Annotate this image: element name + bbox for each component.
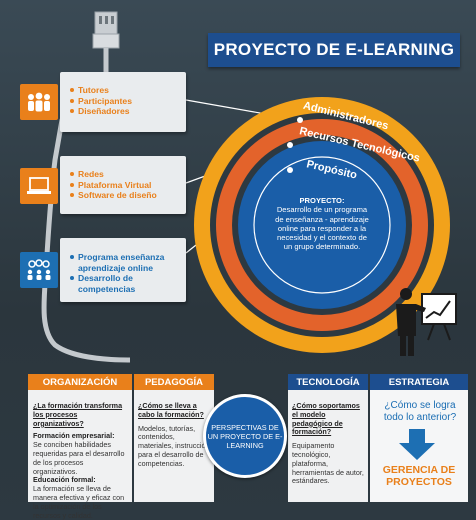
tab-estrategia: ESTRATEGIA <box>370 374 468 390</box>
card-item: Software de diseño <box>70 190 186 201</box>
card-item: Diseñadores <box>70 106 186 117</box>
page-title: PROYECTO DE E-LEARNING <box>208 33 460 67</box>
tecnologia-text: Equipamento tecnológico, plataforma, her… <box>292 441 364 486</box>
estrategia-answer: GERENCIA DE PROYECTOS <box>382 464 456 488</box>
ring-inner-line <box>253 156 391 294</box>
project-heading: PROYECTO: <box>299 196 345 205</box>
organizacion-h1: Formación empresarial: <box>33 431 115 441</box>
card-item: Tutores <box>70 85 186 96</box>
people-icon-box <box>20 84 58 120</box>
laptop-icon-box <box>20 168 58 204</box>
tecnologia-content: ¿Cómo soportamos el modelo pedagógico de… <box>292 401 364 486</box>
card-item: Participantes <box>70 96 186 107</box>
organizacion-t2: La formación se lleva de manera efectiva… <box>33 484 125 520</box>
estrategia-question: ¿Cómo se logra todo lo anterior? <box>383 400 457 423</box>
project-body: Desarrollo de un programa de enseñanza -… <box>275 205 369 252</box>
pedagogia-content: ¿Cómo se lleva a cabo la formación? Mode… <box>138 401 210 469</box>
project-description: PROYECTO: Desarrollo de un programa de e… <box>272 196 372 252</box>
team-gears-icon <box>27 259 51 280</box>
people-icon <box>28 92 50 112</box>
panel-tecnologia <box>288 374 368 502</box>
card-technology: Redes Plataforma Virtual Software de dis… <box>60 156 186 214</box>
perspectivas-circle: PERSPECTIVAS DE UN PROYECTO DE E-LEARNIN… <box>203 394 287 478</box>
card-people: Tutores Participantes Diseñadores <box>60 72 186 132</box>
organizacion-t1: Se conciben habilidades requeridas para … <box>33 440 125 476</box>
card-item: Programa enseñanza aprendizaje online <box>70 252 186 273</box>
card-item: Desarrollo de competencias <box>70 273 186 294</box>
card-item: Plataforma Virtual <box>70 180 186 191</box>
organizacion-h2: Educación formal: <box>33 475 96 485</box>
card-item: Redes <box>70 169 186 180</box>
tab-organizacion: ORGANIZACIÓN <box>28 374 132 390</box>
organizacion-content: ¿La formación transforma los procesos or… <box>33 401 129 520</box>
arrow-down-icon <box>399 429 435 460</box>
panel-organizacion <box>28 374 132 502</box>
laptop-icon <box>27 177 51 194</box>
panel-pedagogia <box>134 374 214 502</box>
card-program: Programa enseñanza aprendizaje online De… <box>60 238 186 302</box>
perspectivas-label: PERSPECTIVAS DE UN PROYECTO DE E-LEARNIN… <box>207 422 283 450</box>
presenter-icon <box>396 288 457 356</box>
organizacion-question: ¿La formación transforma los procesos or… <box>33 401 123 428</box>
tecnologia-question: ¿Cómo soportamos el modelo pedagógico de… <box>292 401 360 437</box>
team-gears-icon-box <box>20 252 58 288</box>
pedagogia-question: ¿Cómo se lleva a cabo la formación? <box>138 401 204 419</box>
ring-inner <box>238 141 406 309</box>
tab-pedagogia: PEDAGOGÍA <box>134 374 214 390</box>
pedagogia-text: Modelos, tutorías, contenidos, materiale… <box>138 423 210 468</box>
tab-tecnologia: TECNOLOGÍA <box>288 374 368 390</box>
